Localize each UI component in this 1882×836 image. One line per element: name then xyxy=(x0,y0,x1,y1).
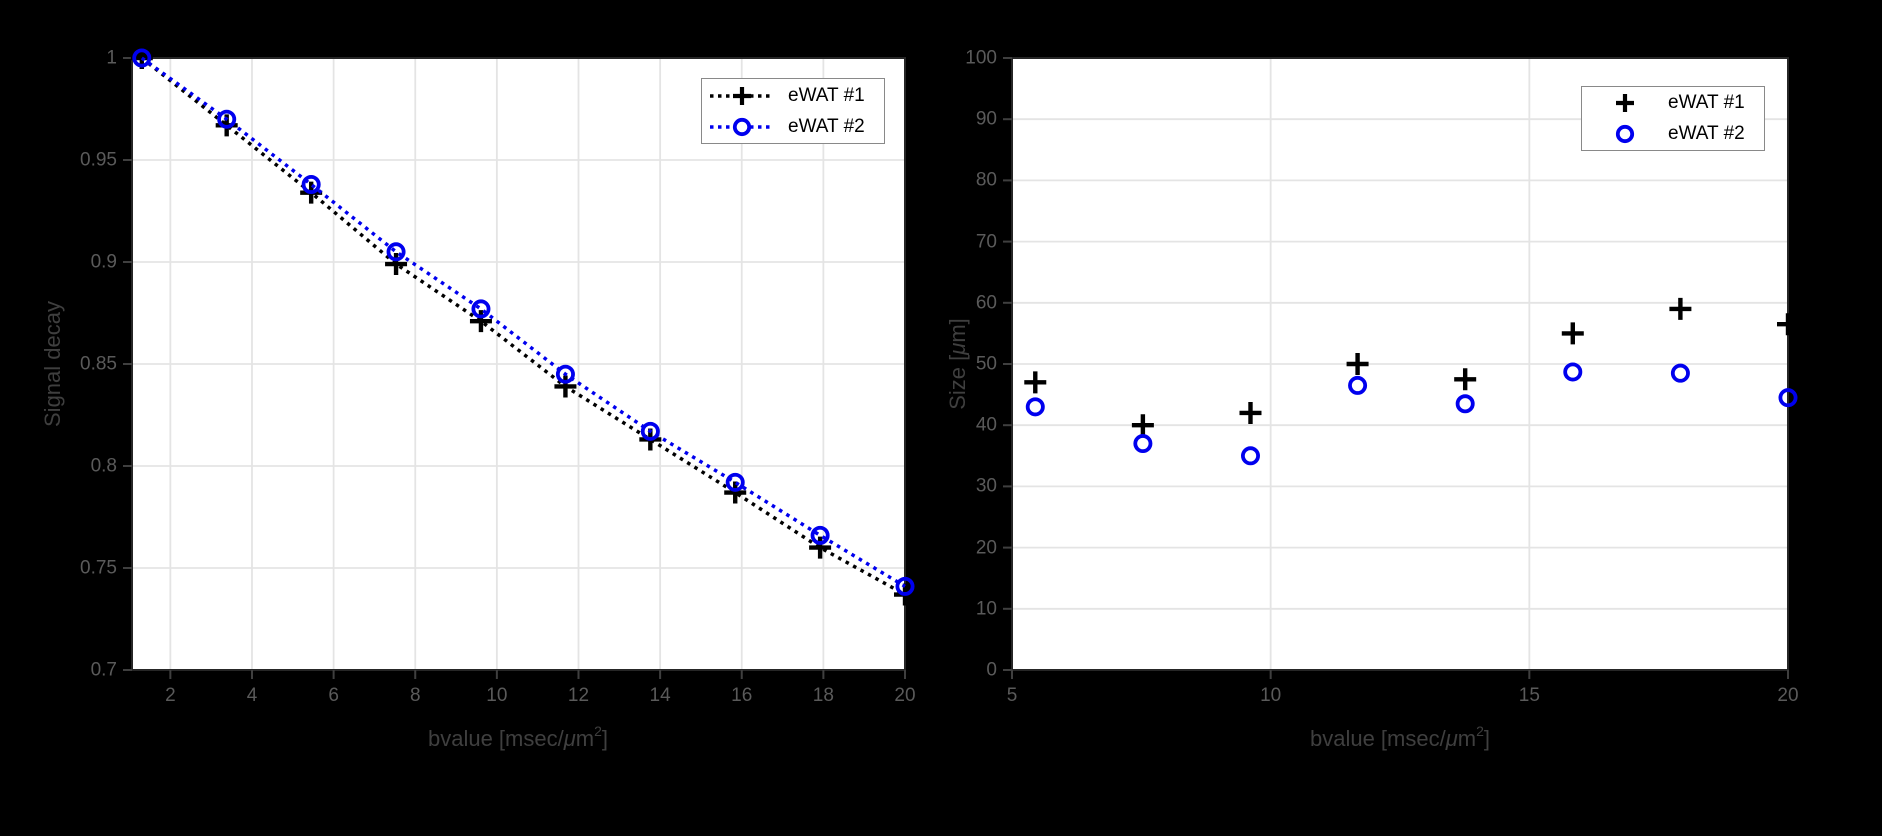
mu-symbol: μ xyxy=(945,342,970,355)
right-y-axis-label-close: m] xyxy=(945,318,970,343)
legend-entry-ewat2: eWAT #2 xyxy=(1613,119,1764,150)
dotted-line-circle-marker-icon xyxy=(710,117,774,136)
data-point-circle-marker xyxy=(810,525,830,545)
legend-entry-ewat1: eWAT #1 xyxy=(1613,88,1764,119)
circle-marker-icon xyxy=(1615,124,1635,144)
plus-marker-icon xyxy=(1616,94,1634,112)
data-point-circle-marker xyxy=(1455,394,1475,414)
legend-label: eWAT #1 xyxy=(788,84,865,106)
legend-label: eWAT #2 xyxy=(1668,123,1745,144)
series-line-ewat-#1 xyxy=(140,56,906,597)
data-point-circle-marker xyxy=(217,109,237,129)
right-y-axis-label-text: Size [ xyxy=(945,354,970,410)
data-point-circle-marker xyxy=(1563,362,1583,382)
data-point-circle-marker xyxy=(640,421,660,441)
data-point-plus-marker xyxy=(469,310,492,333)
right-y-axis-label: Size [μm] xyxy=(945,318,971,410)
data-point-circle-marker xyxy=(1240,446,1260,466)
left-x-axis-label-close: ] xyxy=(601,726,609,751)
left-y-axis-label: Signal decay xyxy=(40,301,65,427)
data-point-circle-marker xyxy=(1778,388,1798,408)
data-point-circle-marker xyxy=(386,242,406,262)
data-point-circle-marker xyxy=(301,174,321,194)
data-point-circle-marker xyxy=(1348,375,1368,395)
right-x-axis-label: bvalue [msec/μm2] xyxy=(1309,722,1491,752)
data-point-circle-marker xyxy=(555,364,575,384)
data-point-circle-marker xyxy=(1670,363,1690,383)
data-point-plus-marker xyxy=(1454,368,1477,391)
legend-entry-ewat1: eWAT #1 xyxy=(709,80,884,111)
data-point-plus-marker xyxy=(1131,414,1154,437)
data-point-plus-marker xyxy=(724,481,747,504)
left-x-axis-label: bvalue [msec/μm2] xyxy=(427,722,609,752)
data-point-circle-marker xyxy=(1133,434,1153,454)
data-point-plus-marker xyxy=(1239,401,1262,424)
left-x-axis-exponent: 2 xyxy=(594,722,602,739)
left-legend: eWAT #1 eWAT #2 xyxy=(701,78,885,144)
data-point-circle-marker xyxy=(895,576,915,596)
data-point-circle-marker xyxy=(1025,397,1045,417)
legend-label: eWAT #1 xyxy=(1668,92,1745,113)
right-x-axis-label-close: ] xyxy=(1483,726,1491,751)
left-x-axis-unit: m xyxy=(575,726,595,751)
data-point-plus-marker xyxy=(385,253,408,276)
dotted-line-plus-marker-icon xyxy=(710,86,774,105)
mu-symbol: μ xyxy=(1445,726,1458,751)
data-point-plus-marker xyxy=(1669,297,1692,320)
right-x-axis-unit: m xyxy=(1457,726,1477,751)
data-point-plus-marker xyxy=(554,375,577,398)
data-point-circle-marker xyxy=(471,299,491,319)
right-legend: eWAT #1 eWAT #2 xyxy=(1581,86,1765,151)
data-point-plus-marker xyxy=(1561,322,1584,345)
data-point-plus-marker xyxy=(1024,371,1047,394)
data-point-plus-marker xyxy=(809,536,832,559)
mu-symbol: μ xyxy=(563,726,576,751)
legend-label: eWAT #2 xyxy=(788,115,865,137)
data-point-circle-marker xyxy=(132,48,152,68)
data-point-plus-marker xyxy=(1346,353,1369,375)
legend-entry-ewat2: eWAT #2 xyxy=(709,111,884,142)
data-point-circle-marker xyxy=(725,472,745,492)
right-x-axis-label-text: bvalue [msec/ xyxy=(1309,726,1446,751)
data-point-plus-marker xyxy=(1777,313,1799,336)
right-x-axis-exponent: 2 xyxy=(1476,722,1484,739)
left-x-axis-label-text: bvalue [msec/ xyxy=(427,726,564,751)
